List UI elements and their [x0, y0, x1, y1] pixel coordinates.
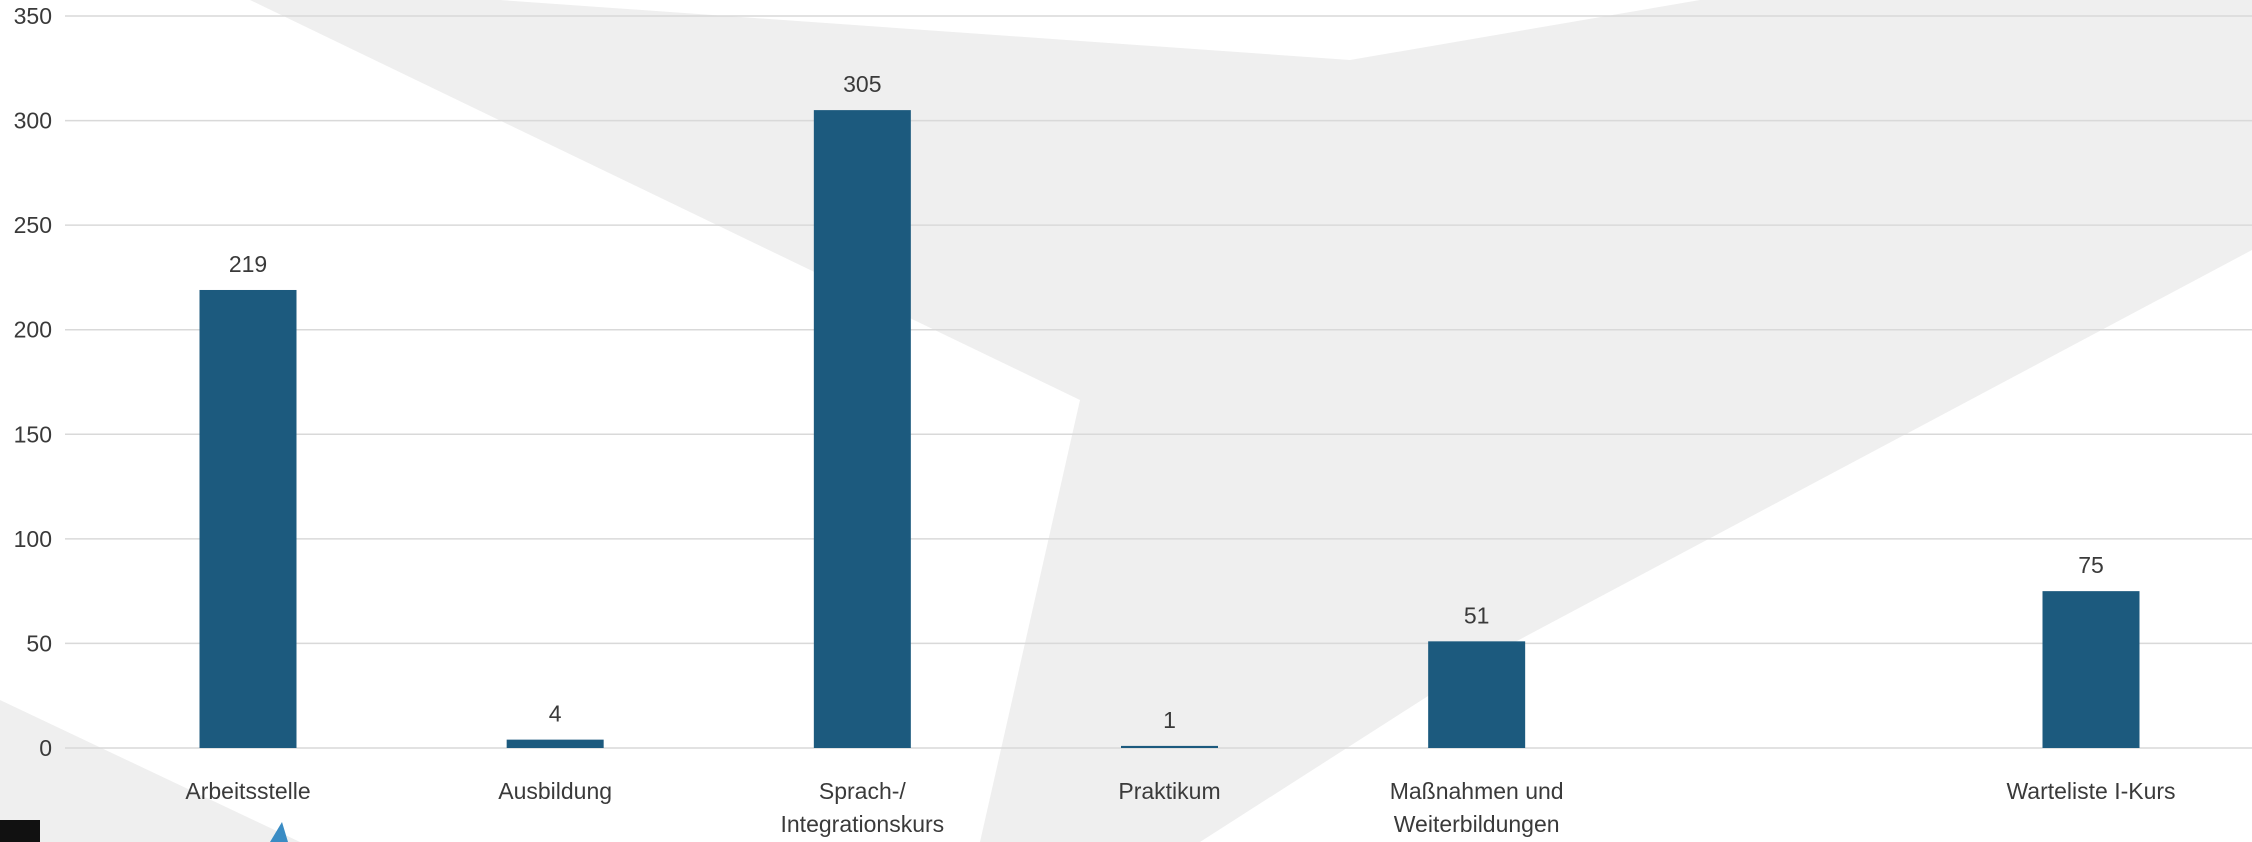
logo-mark — [0, 820, 40, 842]
y-tick-label: 150 — [14, 421, 52, 447]
y-tick-label: 250 — [14, 212, 52, 238]
x-category-label: Weiterbildungen — [1394, 811, 1560, 837]
data-label: 51 — [1464, 602, 1490, 628]
bars — [199, 110, 2140, 749]
bar — [1428, 641, 1526, 748]
gridlines — [65, 15, 2252, 749]
y-tick-label: 50 — [26, 630, 52, 656]
bar — [199, 289, 297, 748]
bar — [2042, 591, 2140, 748]
bar — [506, 739, 604, 748]
y-tick-label: 300 — [14, 108, 52, 134]
x-category-label: Ausbildung — [498, 778, 612, 804]
data-labels: 219 4 305 1 51 75 — [229, 71, 2104, 733]
watermark-shape-bottom — [0, 700, 300, 842]
y-tick-label: 0 — [39, 735, 52, 761]
data-label: 305 — [843, 71, 881, 97]
y-tick-label: 200 — [14, 317, 52, 343]
y-tick-label: 100 — [14, 526, 52, 552]
x-category-label: Praktikum — [1118, 778, 1220, 804]
x-axis-category-labels: Arbeitsstelle Ausbildung Sprach-/ Integrati… — [185, 778, 2175, 837]
x-category-label: Arbeitsstelle — [185, 778, 310, 804]
x-category-label: Sprach-/ — [819, 778, 907, 804]
x-category-label: Maßnahmen und — [1390, 778, 1564, 804]
data-label: 1 — [1163, 707, 1176, 733]
y-tick-label: 350 — [14, 3, 52, 29]
data-label: 219 — [229, 251, 267, 277]
bar — [813, 110, 911, 749]
data-label: 4 — [549, 701, 562, 727]
logo-accent — [270, 822, 288, 842]
y-axis-tick-labels: 0 50 100 150 200 250 300 350 — [14, 3, 52, 761]
bar — [1121, 745, 1218, 748]
x-category-label: Warteliste I-Kurs — [2006, 778, 2175, 804]
x-category-label: Integrationskurs — [781, 811, 945, 837]
data-label: 75 — [2078, 552, 2104, 578]
